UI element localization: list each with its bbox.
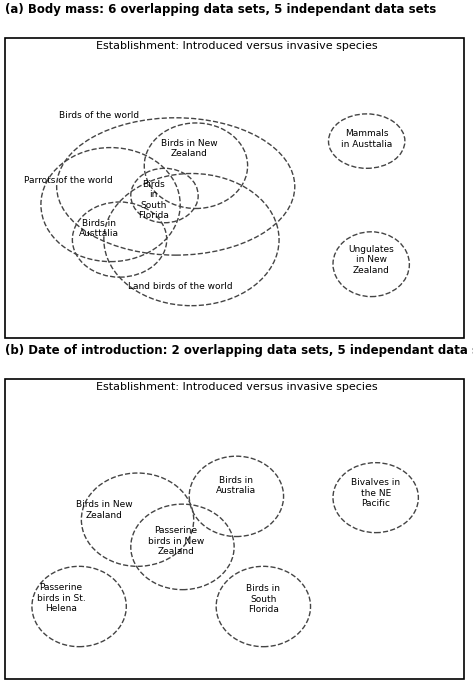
Text: (a) Body mass: 6 overlapping data sets, 5 independant data sets: (a) Body mass: 6 overlapping data sets, … [5, 3, 436, 16]
Text: Passerine
birds in New
Zealand: Passerine birds in New Zealand [148, 527, 204, 556]
Text: Ungulates
in New
Zealand: Ungulates in New Zealand [348, 245, 394, 275]
Text: Passerine
birds in St.
Helena: Passerine birds in St. Helena [37, 583, 86, 613]
Text: Parrots of the world: Parrots of the world [24, 176, 112, 185]
Text: Land birds of the world: Land birds of the world [128, 282, 233, 291]
Text: Birds in
Australia: Birds in Australia [216, 475, 256, 495]
Text: Establishment: Introduced versus invasive species: Establishment: Introduced versus invasiv… [96, 382, 377, 392]
Text: Mammals
in Austtalia: Mammals in Austtalia [341, 130, 392, 149]
Text: Birds in New
Zealand: Birds in New Zealand [76, 501, 132, 520]
Text: Birds of the world: Birds of the world [59, 111, 140, 120]
FancyBboxPatch shape [5, 379, 464, 679]
Text: Establishment: Introduced versus invasive species: Establishment: Introduced versus invasiv… [96, 41, 377, 51]
Text: Bivalves in
the NE
Pacific: Bivalves in the NE Pacific [351, 478, 400, 508]
FancyBboxPatch shape [5, 38, 464, 338]
Text: Birds
in
South
Florida: Birds in South Florida [138, 180, 169, 220]
Text: Birds in New
Zealand: Birds in New Zealand [161, 138, 218, 158]
Text: Birds in
Austtalia: Birds in Austtalia [79, 219, 119, 238]
Text: (b) Date of introduction: 2 overlapping data sets, 5 independant data sets: (b) Date of introduction: 2 overlapping … [5, 344, 473, 357]
Text: Birds in
South
Florida: Birds in South Florida [246, 584, 280, 614]
